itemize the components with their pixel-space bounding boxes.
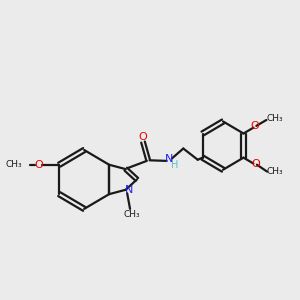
Text: H: H: [171, 160, 178, 170]
Text: N: N: [165, 154, 173, 164]
Text: O: O: [251, 159, 260, 169]
Text: O: O: [139, 132, 147, 142]
Text: CH₃: CH₃: [123, 210, 140, 219]
Text: N: N: [125, 185, 134, 195]
Text: CH₃: CH₃: [266, 114, 283, 123]
Text: O: O: [250, 122, 259, 131]
Text: O: O: [34, 160, 43, 170]
Text: CH₃: CH₃: [267, 167, 284, 176]
Text: CH₃: CH₃: [5, 160, 22, 169]
